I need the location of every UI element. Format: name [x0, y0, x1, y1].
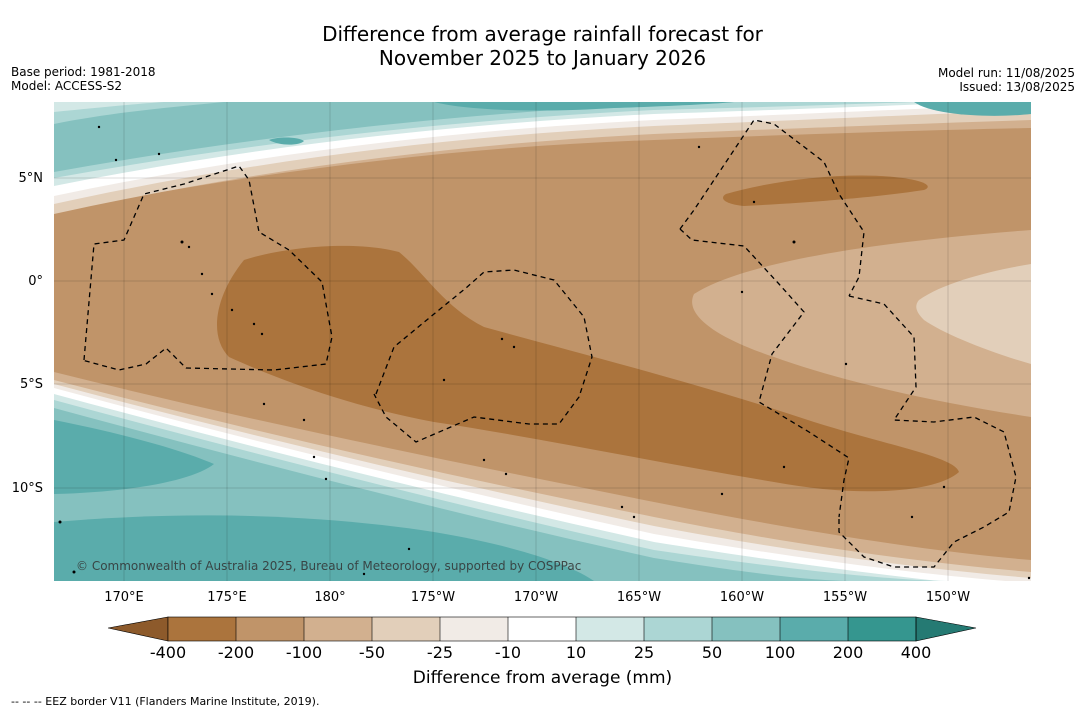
rainfall-anomaly-map: © Commonwealth of Australia 2025, Bureau… [54, 102, 1031, 581]
colorbar-tick: -200 [217, 643, 255, 662]
eez-kiribati-line-north [679, 119, 865, 297]
map-title-line1: Difference from average rainfall forecas… [322, 22, 763, 46]
colorbar-tick: -25 [426, 643, 454, 662]
south-patch-pos100b [54, 515, 594, 581]
colorbar-extend-low [108, 616, 169, 642]
colorbar-tick: 200 [832, 643, 864, 662]
colorbar-bin-neg200 [236, 617, 304, 641]
base-period-text: Base period: 1981-2018 [11, 65, 156, 79]
colorbar-bin-zero [508, 617, 576, 641]
colorbar-tick: 50 [701, 643, 723, 662]
eez-kiribati-phoenix [373, 269, 593, 443]
colorbar-tick: -50 [358, 643, 386, 662]
colorbar-tick: -400 [149, 643, 187, 662]
info-right: Model run: 11/08/2025 Issued: 13/08/2025 [938, 66, 1075, 94]
colorbar-tick: 25 [633, 643, 655, 662]
lon-label-175w: 175°W [410, 590, 456, 605]
lon-label-170w: 170°W [513, 590, 559, 605]
eez-kiribati-line-south [679, 228, 850, 518]
model-text: Model: ACCESS-S2 [11, 79, 123, 93]
map-title-line2: November 2025 to January 2026 [378, 46, 707, 70]
colorbar-bin-pos50 [712, 617, 780, 641]
colorbar [108, 616, 977, 642]
lon-label-180: 180° [314, 590, 346, 605]
issued-text: Issued: 13/08/2025 [959, 80, 1075, 94]
north-band-pos50 [54, 102, 728, 172]
colorbar-bin-neg25 [440, 617, 508, 641]
lon-label-170e: 170°E [104, 590, 144, 605]
lon-label-160w: 160°W [719, 590, 765, 605]
north-patch-pos100 [434, 102, 734, 111]
colorbar-bin-pos200 [848, 617, 916, 641]
dry-patch-ne [723, 175, 928, 206]
lat-label-5s: 5°S [19, 377, 43, 392]
eez-borders [81, 119, 1017, 568]
lon-label-150w: 150°W [925, 590, 971, 605]
colorbar-bin-pos100 [780, 617, 848, 641]
lon-label-155w: 155°W [822, 590, 868, 605]
east-light-neg25 [916, 264, 1031, 364]
colorbar-bin-neg50 [372, 617, 440, 641]
colorbar-bin-neg100 [304, 617, 372, 641]
colorbar-tick: -100 [285, 643, 323, 662]
eez-kiribati-gilberts [81, 165, 333, 371]
lon-label-175e: 175°E [207, 590, 247, 605]
north-light-top2 [54, 102, 164, 112]
colorbar-tick: 100 [764, 643, 796, 662]
colorbar-extend-high [915, 616, 977, 642]
island-dots [58, 125, 1031, 580]
colorbar-bin-neg400 [168, 617, 236, 641]
south-patch-pos100a [54, 420, 214, 494]
colorbar-tick: 400 [900, 643, 932, 662]
eez-footnote: -- -- -- EEZ border V11 (Flanders Marine… [11, 695, 320, 708]
info-left: Base period: 1981-2018 Model: ACCESS-S2 [11, 65, 156, 93]
dry-tongue-neg200 [217, 245, 959, 492]
model-run-text: Model run: 11/08/2025 [937, 66, 1075, 80]
east-light-neg50 [692, 230, 1031, 417]
lat-label-5n: 5°N [18, 171, 44, 186]
colorbar-tick: 10 [565, 643, 587, 662]
north-patch-pos100b [914, 102, 1031, 116]
lon-label-165w: 165°W [616, 590, 662, 605]
colorbar-title: Difference from average (mm) [412, 668, 673, 688]
north-small-blob [269, 137, 304, 145]
colorbar-bin-pos25 [644, 617, 712, 641]
lat-label-10s: 10°S [11, 481, 43, 496]
colorbar-tick: -10 [494, 643, 522, 662]
graticule [54, 102, 1031, 581]
copyright-text: © Commonwealth of Australia 2025, Bureau… [76, 559, 581, 573]
colorbar-bin-pos10 [576, 617, 644, 641]
lat-label-0: 0° [28, 274, 43, 289]
